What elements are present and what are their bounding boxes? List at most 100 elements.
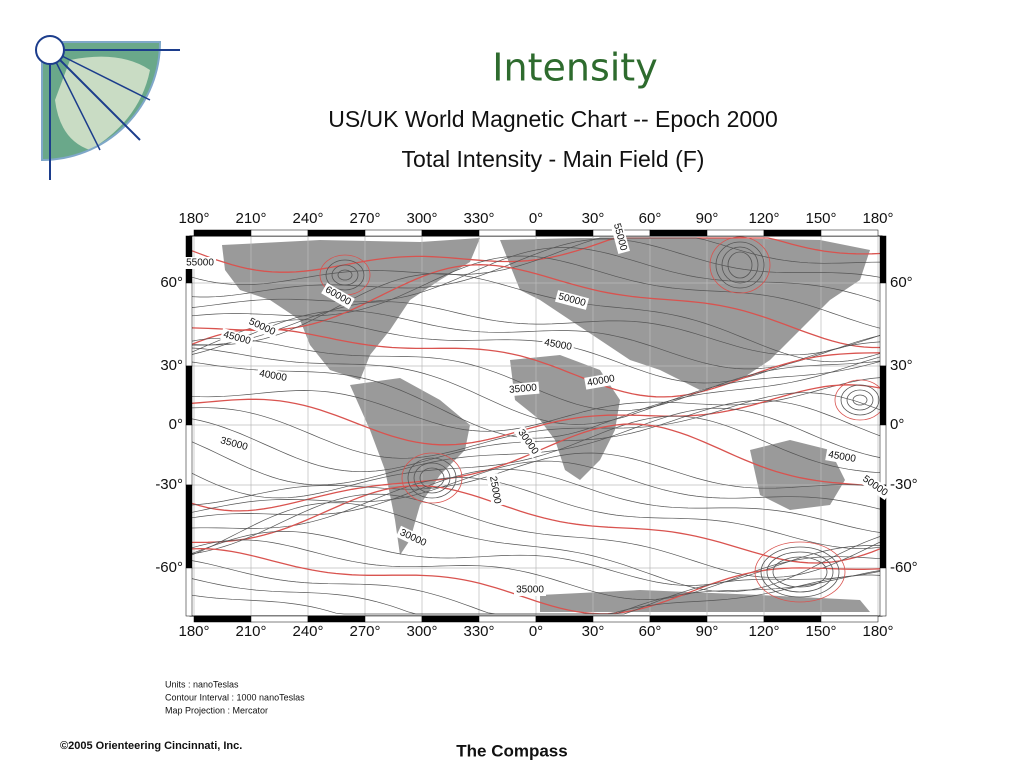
contour-line — [840, 384, 880, 416]
contour-label-bg — [858, 471, 892, 501]
contour-line — [772, 556, 828, 588]
border-segment — [820, 229, 879, 237]
contour-line — [191, 415, 881, 499]
border-segment — [478, 615, 537, 623]
contour-line — [754, 541, 846, 603]
contour-line — [191, 328, 881, 398]
longitude-label: 240° — [292, 623, 323, 640]
contour-line — [715, 241, 765, 289]
contour-line — [191, 392, 881, 459]
contour-label: 25000 — [487, 475, 503, 505]
border-segment — [185, 424, 193, 486]
contour-line — [191, 319, 881, 384]
map: 5500060000500004500040000350003000025000… — [184, 219, 892, 623]
longitude-label: 180° — [862, 210, 893, 227]
border-segment — [649, 229, 708, 237]
contour-line — [191, 310, 881, 370]
contour-label: 40000 — [586, 373, 616, 389]
contour-line — [191, 493, 881, 578]
contour-line — [331, 264, 359, 286]
border-segment — [879, 567, 887, 617]
contour-line — [760, 546, 840, 598]
contour-label-bg — [825, 448, 859, 466]
latitude-label: -60° — [890, 559, 918, 576]
border-segment — [649, 615, 708, 623]
border-segment — [193, 229, 252, 237]
note: Map Projection : Mercator — [165, 705, 268, 715]
border-segment — [763, 229, 822, 237]
latitude-label: -30° — [155, 476, 183, 493]
contour-label: 40000 — [584, 372, 618, 390]
longitude-label: 270° — [349, 210, 380, 227]
longitude-label: 60° — [639, 210, 662, 227]
latitude-label: 60° — [890, 274, 913, 291]
contour-line — [191, 377, 881, 432]
border-segment — [421, 615, 480, 623]
latitude-label: 60° — [160, 274, 183, 291]
contour-label: 55000 — [186, 258, 214, 269]
contour-line — [337, 269, 353, 281]
contour-label-bg — [514, 584, 546, 596]
latitude-label: 30° — [890, 357, 913, 374]
grid — [190, 236, 882, 616]
contour-line — [191, 384, 881, 446]
contour-label: 40000 — [258, 368, 288, 384]
border-segment — [307, 615, 366, 623]
contour-label: 35000 — [506, 381, 540, 397]
longitude-label: 120° — [748, 623, 779, 640]
contour-label: 45000 — [825, 448, 859, 466]
contour-label-bg — [513, 425, 543, 459]
border-segment — [592, 615, 651, 623]
contour-line — [191, 477, 881, 549]
compass-logo — [35, 35, 180, 180]
longitude-label: 180° — [178, 210, 209, 227]
longitude-label: 210° — [235, 623, 266, 640]
latitude-label: -30° — [890, 476, 918, 493]
longitude-label: 150° — [805, 210, 836, 227]
note: Contour Interval : 1000 nanoTeslas — [165, 692, 305, 702]
contour-label: 35000 — [509, 382, 538, 395]
border-segment — [535, 615, 594, 623]
contour-line — [766, 551, 834, 593]
contour-label-bg — [395, 525, 431, 551]
border-segment — [250, 229, 309, 237]
longitude-label: 120° — [748, 210, 779, 227]
longitude-label: 0° — [529, 210, 543, 227]
longitude-label: 180° — [178, 623, 209, 640]
contour-line — [191, 273, 881, 363]
contour-line — [191, 255, 881, 329]
figure-subtitle: Total Intensity - Main Field (F) — [402, 146, 705, 172]
border-segment — [535, 229, 594, 237]
contour-line — [727, 251, 753, 279]
border-segment — [478, 229, 537, 237]
border-segment — [879, 365, 887, 426]
contour-label-bg — [584, 372, 618, 390]
contour-label-bg — [506, 381, 540, 397]
border-segment — [706, 615, 765, 623]
contour-line — [191, 468, 881, 533]
longitude-label: 90° — [696, 210, 719, 227]
border-segment — [706, 229, 765, 237]
contour-label-bg — [216, 434, 252, 454]
contour-label: 25000 — [486, 473, 504, 507]
longitude-label: 150° — [805, 623, 836, 640]
contour-line — [191, 264, 880, 349]
contour-label-bg — [219, 328, 255, 348]
contour-line — [191, 247, 881, 308]
border-segment — [185, 282, 193, 367]
contour-label-bg — [541, 336, 575, 354]
border-segment — [879, 282, 887, 367]
contour-label-bg — [554, 290, 590, 310]
contour-line — [191, 460, 881, 513]
contour-line — [191, 502, 881, 593]
contour-line — [709, 236, 771, 294]
border-segment — [879, 235, 887, 284]
border-segment — [879, 424, 887, 486]
longitude-label: 90° — [696, 623, 719, 640]
contour-line — [192, 485, 881, 564]
border-segment — [364, 615, 423, 623]
contour-label: 35000 — [514, 584, 546, 596]
contour-lines — [191, 236, 886, 615]
contour-label: 35000 — [516, 585, 544, 596]
